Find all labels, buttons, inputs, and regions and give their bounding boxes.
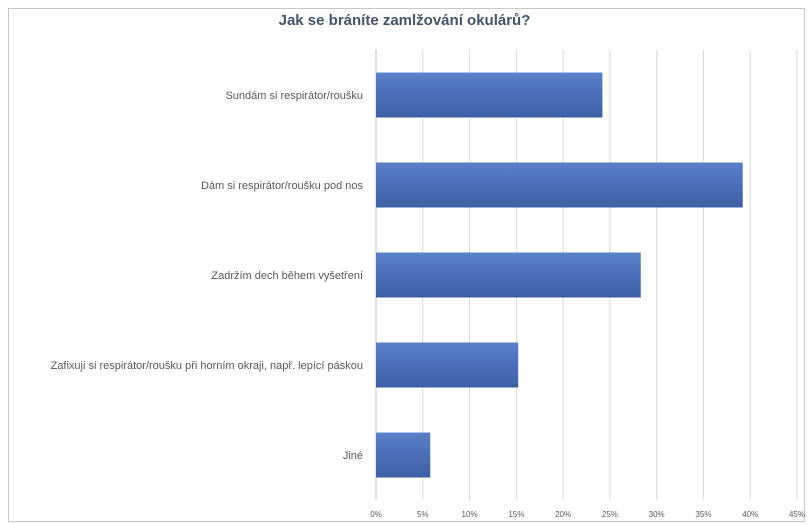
category-label: Zadržím dech během vyšetření <box>211 270 363 282</box>
x-tick-label: 30% <box>649 510 665 519</box>
category-label: Jiné <box>343 450 363 462</box>
bar <box>376 252 641 298</box>
bar <box>376 162 743 208</box>
x-tick-label: 5% <box>417 510 429 519</box>
x-tick-label: 10% <box>462 510 478 519</box>
bar <box>376 432 431 478</box>
x-tick-label: 40% <box>742 510 758 519</box>
category-label: Zafixuji si respirátor/roušku při horním… <box>51 360 363 372</box>
category-label: Sundám si respirátor/roušku <box>225 90 363 102</box>
bar <box>376 72 603 118</box>
x-tick-label: 25% <box>602 510 618 519</box>
x-tick-label: 45% <box>789 510 805 519</box>
x-tick-label: 15% <box>508 510 524 519</box>
x-tick-label: 0% <box>370 510 382 519</box>
x-tick-label: 35% <box>695 510 711 519</box>
bar <box>376 342 519 388</box>
category-label: Dám si respirátor/roušku pod nos <box>201 180 364 192</box>
x-tick-label: 20% <box>555 510 571 519</box>
chart-title: Jak se bráníte zamlžování okulárů? <box>278 12 531 29</box>
